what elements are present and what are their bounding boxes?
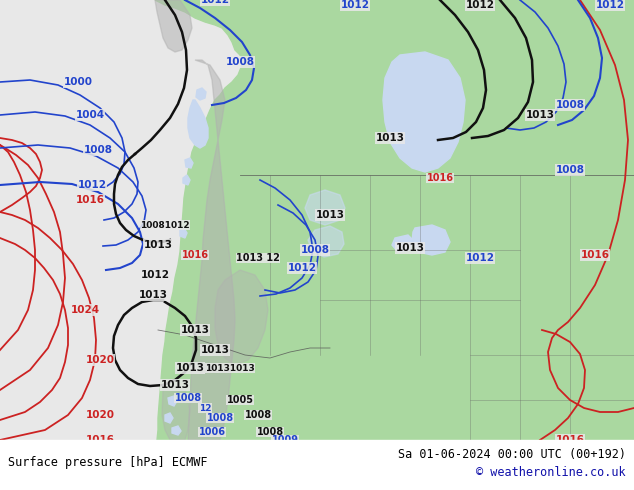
Text: 1012: 1012 — [77, 180, 107, 190]
Polygon shape — [412, 225, 450, 255]
Text: 1016: 1016 — [181, 250, 209, 260]
Text: 10131013: 10131013 — [205, 364, 255, 372]
Polygon shape — [188, 100, 208, 148]
Text: 1013: 1013 — [200, 345, 230, 355]
Text: 1016: 1016 — [581, 250, 609, 260]
Text: 1013: 1013 — [160, 380, 190, 390]
Text: 1008: 1008 — [245, 410, 271, 420]
Text: 1012: 1012 — [465, 0, 495, 10]
Text: 1009: 1009 — [271, 435, 299, 445]
Text: 1005: 1005 — [226, 395, 254, 405]
Text: 1008: 1008 — [301, 245, 330, 255]
Text: 1013 12: 1013 12 — [236, 253, 280, 263]
Polygon shape — [183, 175, 190, 185]
Polygon shape — [180, 228, 187, 238]
Text: 1020: 1020 — [86, 355, 115, 365]
Text: 1016: 1016 — [86, 435, 115, 445]
Text: 1013: 1013 — [396, 243, 425, 253]
Text: 1012: 1012 — [141, 270, 169, 280]
Text: 1004: 1004 — [75, 110, 105, 120]
Polygon shape — [305, 190, 345, 225]
Text: 1012: 1012 — [287, 263, 316, 273]
Polygon shape — [185, 158, 193, 168]
Text: 1012: 1012 — [595, 0, 624, 10]
Text: 1013: 1013 — [375, 133, 404, 143]
Text: 1024: 1024 — [70, 305, 100, 315]
Text: 1008: 1008 — [555, 100, 585, 110]
Text: 1000: 1000 — [63, 77, 93, 87]
Polygon shape — [215, 270, 268, 365]
Polygon shape — [196, 88, 206, 100]
Text: 1008: 1008 — [84, 145, 112, 155]
Polygon shape — [165, 413, 173, 423]
Text: Sa 01-06-2024 00:00 UTC (00+192): Sa 01-06-2024 00:00 UTC (00+192) — [398, 447, 626, 461]
Text: 10081012: 10081012 — [140, 220, 190, 229]
Text: 1016: 1016 — [427, 173, 453, 183]
Polygon shape — [155, 0, 192, 52]
Text: 1013: 1013 — [526, 110, 555, 120]
Polygon shape — [392, 235, 413, 252]
Text: 1016: 1016 — [555, 435, 585, 445]
Text: 1008: 1008 — [256, 427, 283, 437]
Text: 1008: 1008 — [174, 393, 202, 403]
Text: 1013: 1013 — [181, 325, 209, 335]
Polygon shape — [188, 60, 235, 440]
Text: 1016: 1016 — [75, 195, 105, 205]
Polygon shape — [383, 52, 465, 172]
Text: 1013: 1013 — [143, 240, 172, 250]
Text: 1020: 1020 — [86, 410, 115, 420]
Text: 1013: 1013 — [176, 363, 205, 373]
Text: Surface pressure [hPa] ECMWF: Surface pressure [hPa] ECMWF — [8, 456, 207, 468]
Polygon shape — [172, 426, 181, 435]
Polygon shape — [168, 396, 177, 406]
Text: 1013: 1013 — [316, 210, 344, 220]
Text: 1008: 1008 — [207, 413, 233, 423]
Text: 12: 12 — [198, 403, 211, 413]
Polygon shape — [162, 385, 190, 440]
Text: 1012: 1012 — [340, 0, 370, 10]
Text: 1006: 1006 — [198, 427, 226, 437]
Polygon shape — [155, 0, 634, 440]
Text: 1008: 1008 — [555, 165, 585, 175]
Text: 1012: 1012 — [465, 253, 495, 263]
Text: 1012: 1012 — [200, 0, 230, 5]
Text: © weatheronline.co.uk: © weatheronline.co.uk — [476, 466, 626, 479]
Text: 1013: 1013 — [138, 290, 167, 300]
Text: 1008: 1008 — [226, 57, 254, 67]
Polygon shape — [308, 226, 344, 257]
